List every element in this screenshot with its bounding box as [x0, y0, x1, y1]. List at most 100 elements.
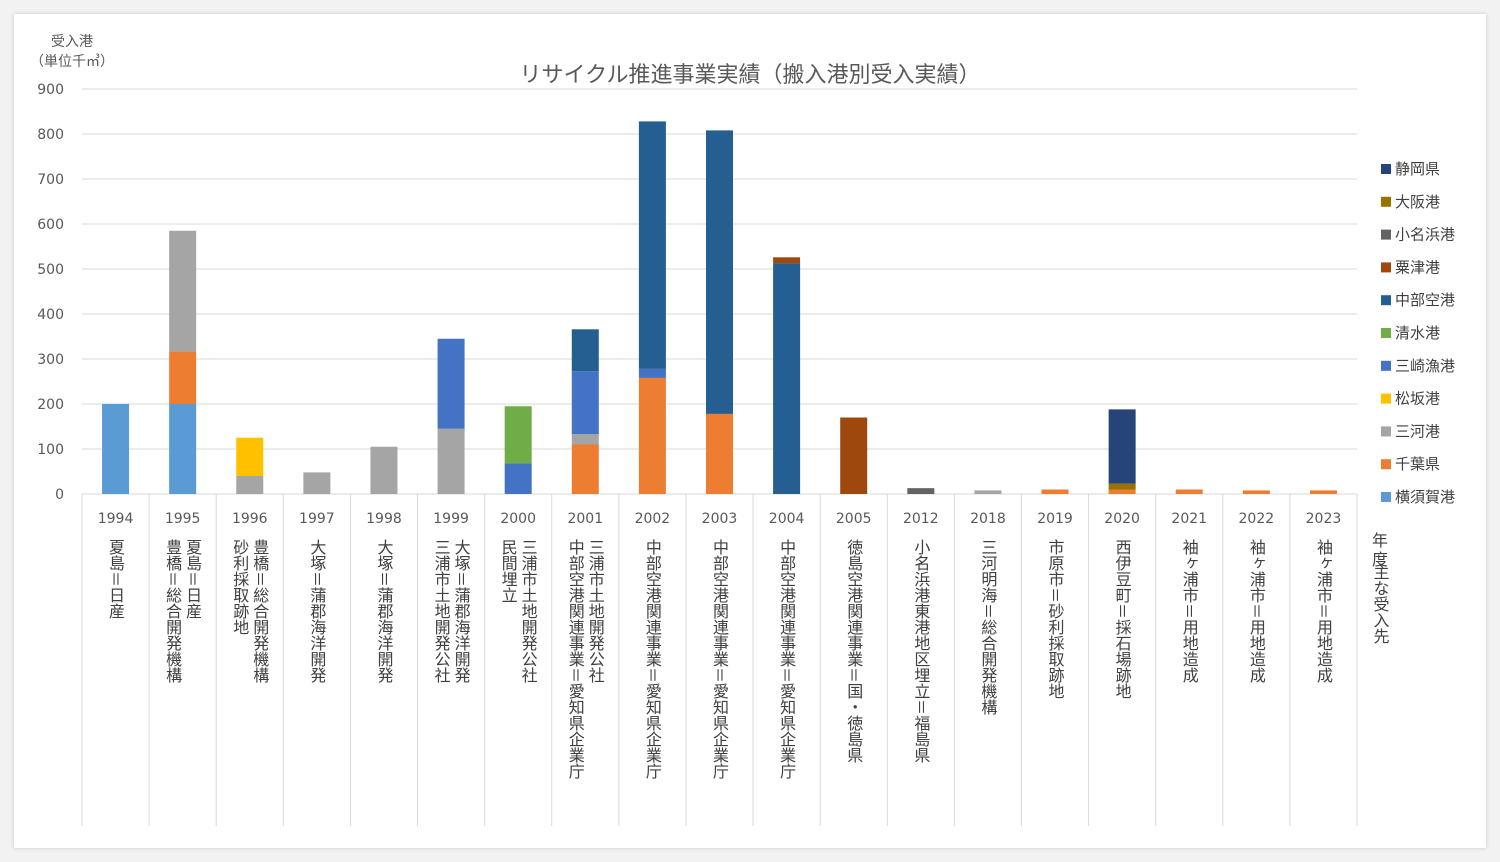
year-label: 1999 — [433, 511, 469, 527]
year-label: 1996 — [232, 511, 268, 527]
category-table: 1994夏島＝日産1995夏島＝日産豊橋＝総合開発機構1996豊橋＝総合開発機構… — [81, 494, 1358, 826]
corner-label-do: 度 — [1372, 550, 1388, 569]
bar-segment — [773, 257, 801, 264]
y-tick-label: 800 — [37, 127, 64, 143]
bar-segment — [504, 406, 532, 464]
bar-segment — [1175, 489, 1203, 494]
y-tick-label: 400 — [37, 307, 64, 323]
year-label: 2012 — [903, 511, 939, 527]
corner-label-nen: 年 — [1372, 531, 1388, 550]
bar-segment — [571, 371, 599, 435]
destination-label: 大塚＝蒲郡海洋開発 — [374, 539, 393, 684]
destination-label: 中部空港関連事業＝愛知県企業庁 — [566, 539, 585, 779]
destination-label: 中部空港関連事業＝愛知県企業庁 — [710, 539, 729, 779]
bar-segment — [907, 488, 935, 494]
destination-label: 袖ヶ浦市＝用地造成 — [1247, 539, 1266, 684]
legend-label: 千葉県 — [1395, 455, 1440, 473]
legend-swatch — [1381, 459, 1391, 470]
bar-segment — [706, 130, 733, 414]
destination-label: 三浦市土地開発公社 — [519, 539, 538, 683]
bar-segment — [1309, 490, 1337, 494]
bar-segment — [236, 437, 264, 476]
year-label: 2001 — [567, 511, 603, 527]
corner-label-main-destination: 主な受入先 — [1371, 564, 1390, 644]
bar-segment — [706, 413, 733, 494]
destination-label: 徳島空港関連事業＝国・徳島県 — [844, 539, 863, 763]
destination-label: 袖ヶ浦市＝用地造成 — [1314, 539, 1333, 684]
year-label: 1994 — [98, 511, 134, 527]
legend-label: 松坂港 — [1395, 390, 1440, 408]
year-label: 2023 — [1306, 511, 1342, 527]
destination-label: 市原市＝砂利採取跡地 — [1046, 539, 1065, 699]
bar-segment — [236, 476, 264, 494]
legend-label: 中部空港 — [1395, 291, 1455, 309]
y-tick-label: 300 — [37, 352, 64, 368]
year-label: 2003 — [702, 511, 738, 527]
bar-segment — [169, 351, 197, 404]
legend-swatch — [1381, 492, 1391, 502]
y-tick-label: 100 — [37, 442, 64, 458]
legend-label: 静岡県 — [1395, 160, 1440, 178]
legend-label: 小名浜港 — [1395, 226, 1455, 244]
bar-segment — [974, 490, 1002, 494]
legend-label: 三河港 — [1395, 422, 1440, 440]
y-tick-label: 0 — [55, 487, 64, 503]
y-tick-label: 500 — [37, 262, 64, 278]
bar-segment — [773, 263, 801, 494]
bar-segment — [1108, 489, 1136, 494]
bar-segment — [1108, 409, 1136, 484]
bar-segment — [169, 404, 197, 494]
year-label: 2020 — [1104, 511, 1140, 527]
legend-swatch — [1381, 328, 1391, 338]
bar-segment — [840, 417, 868, 494]
y-axis-label-line2: （単位千㎥） — [30, 54, 114, 70]
bar-segment — [1242, 490, 1270, 494]
bar-segment — [370, 446, 398, 494]
destination-label: 砂利採取跡地 — [230, 539, 249, 635]
legend-swatch — [1381, 164, 1391, 174]
y-tick-label: 600 — [37, 217, 64, 233]
year-label: 2022 — [1239, 511, 1275, 527]
stacked-bar-chart: リサイクル推進事業実績（搬入港別受入実績） 受入港 （単位千㎥） 0 100 200… — [30, 34, 1455, 826]
legend-swatch — [1381, 229, 1391, 240]
bar-segment — [638, 368, 666, 378]
legend-label: 横須賀港 — [1395, 488, 1455, 506]
bar-segment — [571, 329, 599, 372]
y-tick-label: 700 — [37, 172, 64, 188]
legend-swatch — [1381, 295, 1391, 306]
year-label: 2002 — [635, 511, 671, 527]
year-label: 2005 — [836, 511, 872, 527]
legend-swatch — [1381, 393, 1391, 404]
destination-label: 中部空港関連事業＝愛知県企業庁 — [643, 539, 662, 779]
bar-segment — [102, 404, 130, 494]
legend-swatch — [1381, 262, 1391, 273]
legend-swatch — [1381, 426, 1391, 437]
legend-label: 三崎漁港 — [1395, 357, 1455, 375]
destination-label: 袖ヶ浦市＝用地造成 — [1180, 539, 1199, 684]
bar-segment — [1108, 483, 1136, 490]
destination-label: 中部空港関連事業＝愛知県企業庁 — [777, 539, 796, 779]
bar-segment — [437, 338, 465, 429]
year-label: 1995 — [165, 511, 201, 527]
destination-label: 三浦市土地開発公社 — [586, 539, 605, 683]
bar-segment — [303, 472, 331, 494]
bar-segment — [571, 434, 599, 445]
y-axis-ticks: 0 100 200 300 400 500 600 700 800 900 — [37, 82, 64, 503]
destination-label: 三河明海＝総合開発機構 — [978, 539, 997, 715]
bar-segment — [437, 428, 465, 494]
legend-label: 粟津港 — [1395, 258, 1440, 276]
bar-segment — [638, 377, 666, 494]
y-axis-label-line1: 受入港 — [51, 34, 93, 50]
year-label: 2000 — [500, 511, 536, 527]
year-label: 1997 — [299, 511, 335, 527]
chart-title: リサイクル推進事業実績（搬入港別受入実績） — [520, 63, 981, 88]
destination-label: 豊橋＝総合開発機構 — [250, 539, 269, 683]
destination-label: 民間埋立 — [499, 539, 518, 603]
destination-label: 大塚＝蒲郡海洋開発 — [452, 539, 471, 684]
year-label: 2021 — [1171, 511, 1207, 527]
chart-frame: リサイクル推進事業実績（搬入港別受入実績） 受入港 （単位千㎥） 0 100 200… — [14, 14, 1486, 848]
bar-segment — [571, 444, 599, 494]
legend-swatch — [1381, 196, 1391, 207]
destination-label: 小名浜港東港地区埋立＝福島県 — [911, 539, 930, 763]
